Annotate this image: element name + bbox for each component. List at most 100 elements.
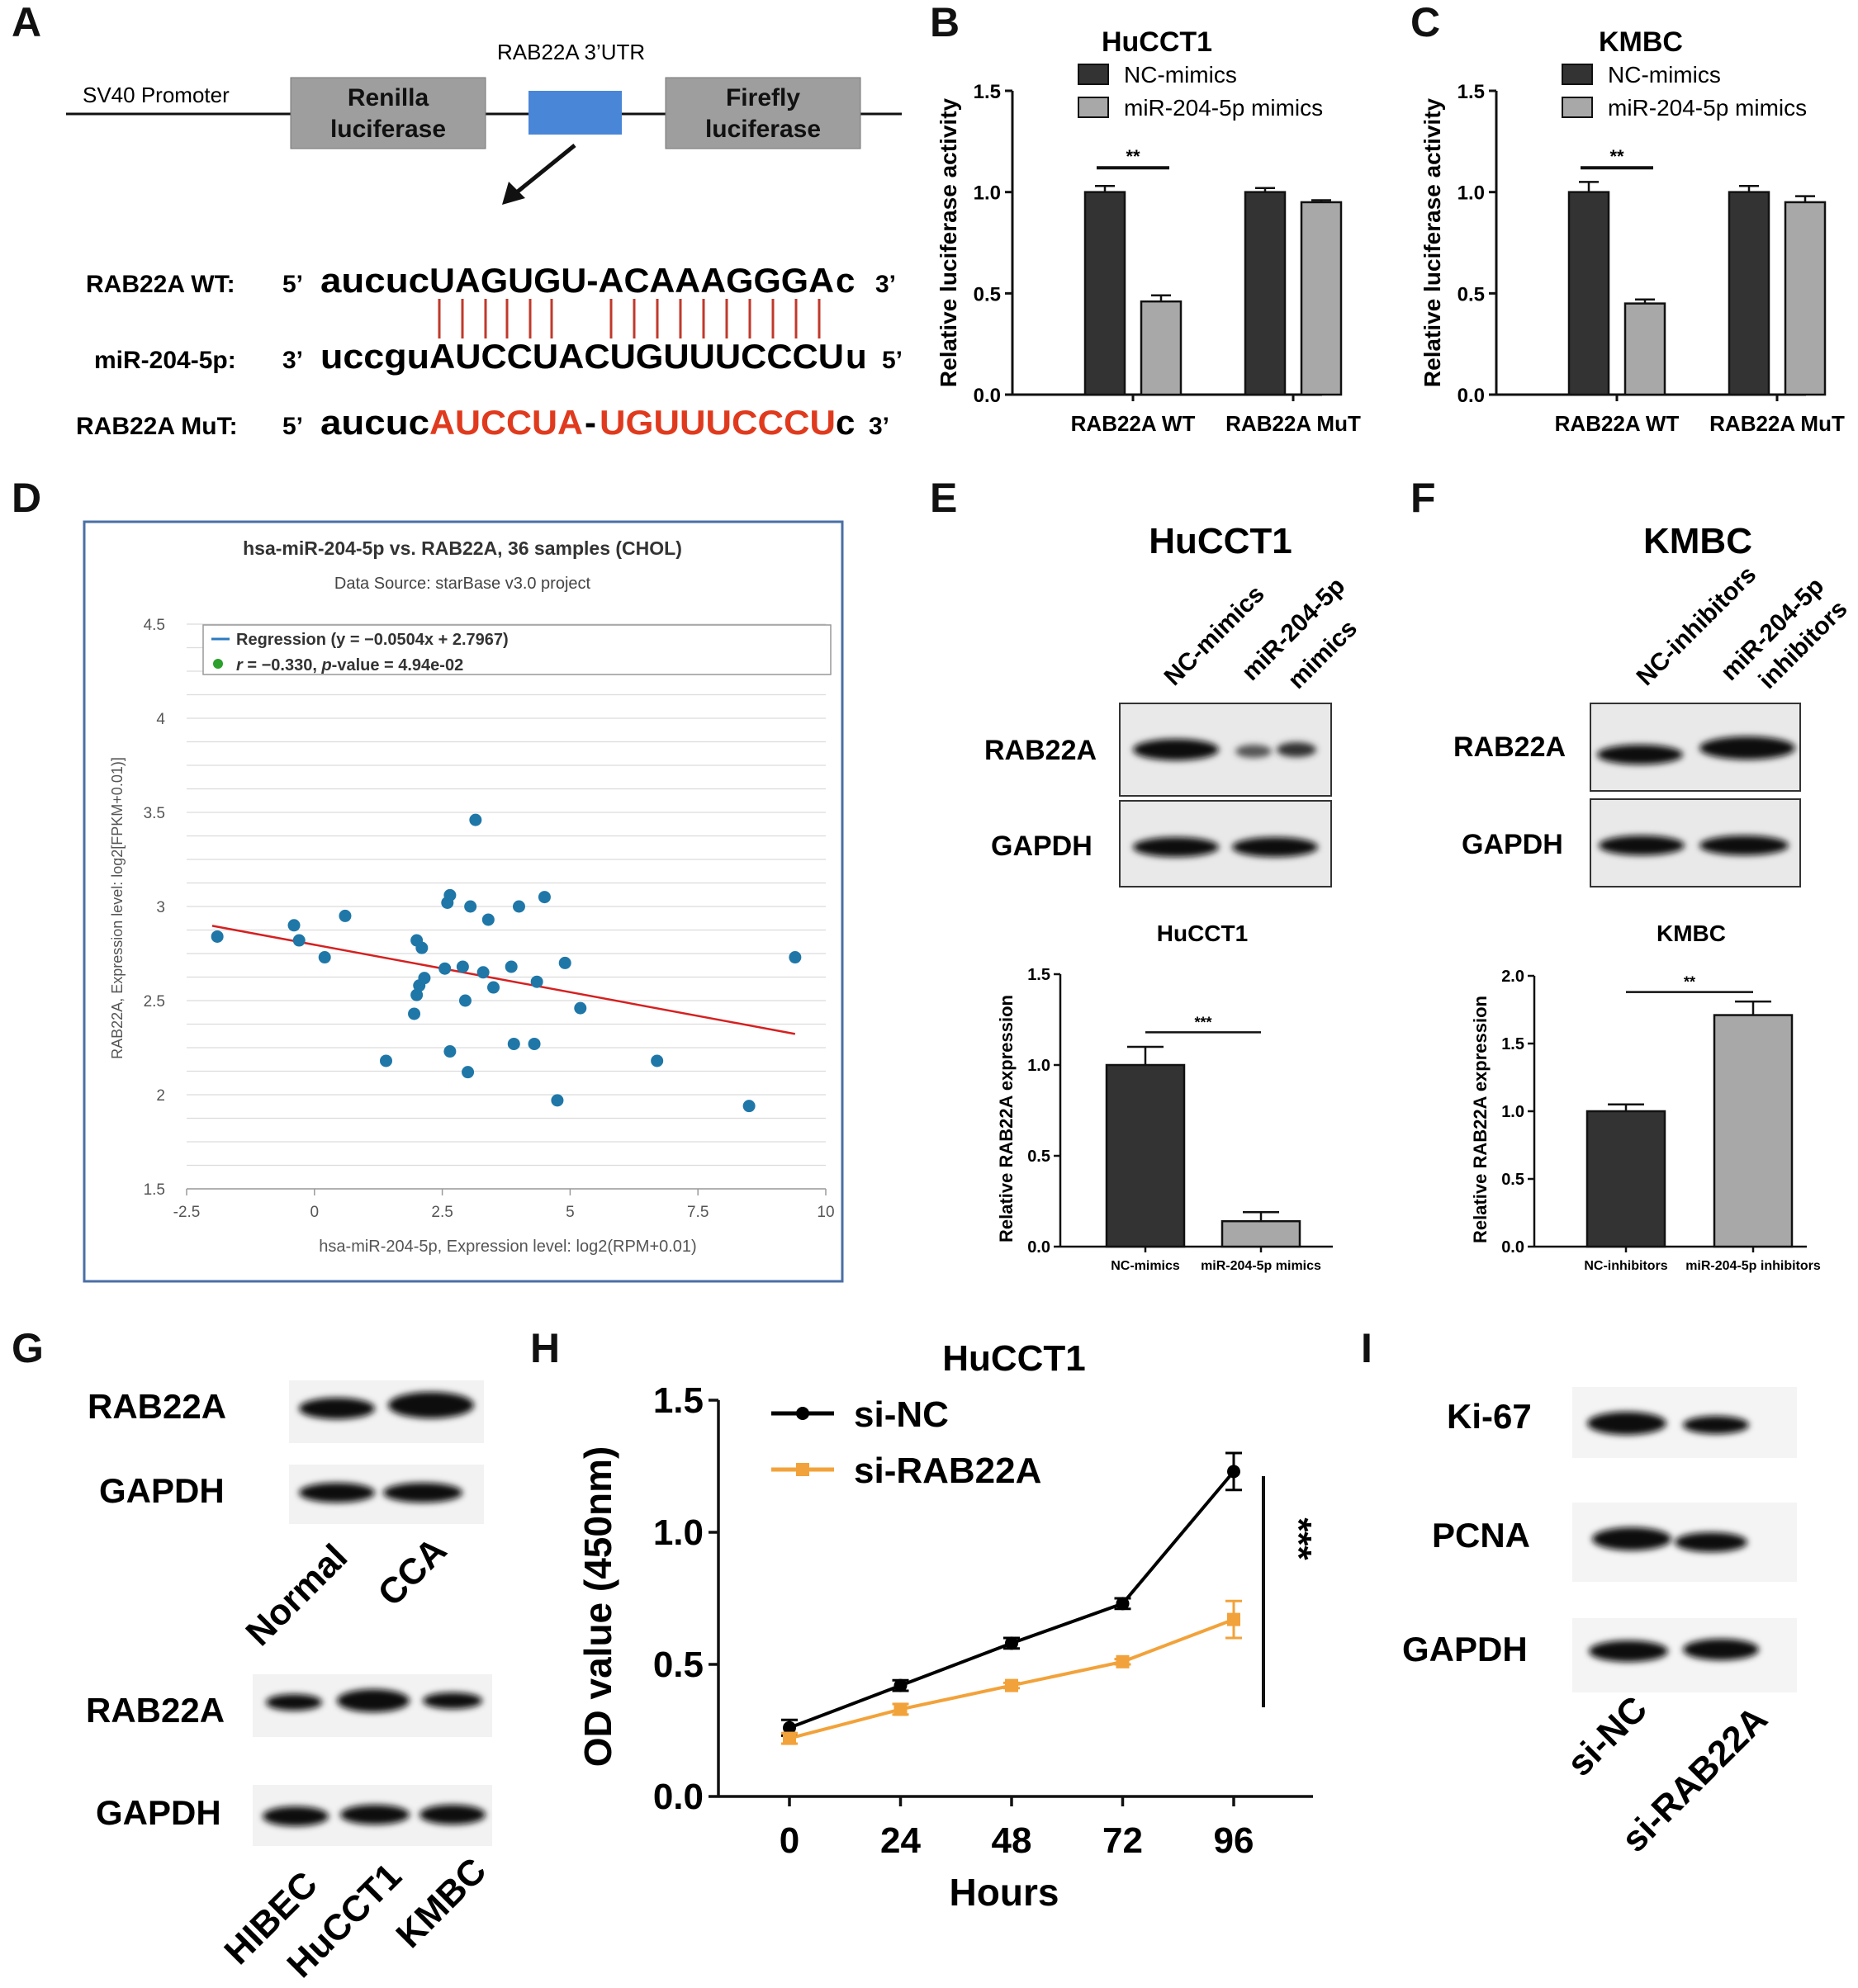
panel-i-blot: Ki-67 PCNA GAPDH si-NC si-RAB22A — [1402, 1387, 1797, 1860]
x-tick-label: RAB22A WT — [1555, 411, 1680, 436]
scatter-point — [410, 988, 424, 1001]
blot-g-row-rab22a-top: RAB22A — [88, 1387, 226, 1426]
scatter-point — [443, 1045, 457, 1058]
x-tick-label: 0 — [780, 1820, 799, 1861]
arrow-head — [502, 182, 525, 205]
panel-a-construct: RAB22A 3’UTR SV40 Promoter Renilla lucif… — [66, 40, 903, 442]
mir-5prime: 5’ — [882, 347, 903, 374]
blot-f-band-gapdh-inh — [1699, 835, 1789, 855]
chart-title: HuCCT1 — [1157, 921, 1248, 946]
blot-g-band-rab22a-hibec — [266, 1694, 322, 1711]
blot-f-row-rab22a: RAB22A — [1453, 731, 1566, 763]
chart-title: HuCCT1 — [942, 1338, 1086, 1379]
y-tick-label: 0.0 — [1501, 1238, 1524, 1257]
luciferase-chart-kmbc: KMBC 0.0 0.5 1.0 1.5 Relative luciferase acti… — [1420, 26, 1845, 436]
blot-g-band-rab22a-kmbc — [423, 1692, 482, 1709]
bar — [1567, 191, 1610, 396]
wt-3prime: 3’ — [875, 271, 896, 298]
legend-marker — [796, 1407, 809, 1420]
scatter-ylabel: RAB22A, Expression level: log2[FPKM+0.01… — [109, 757, 126, 1059]
blot-g-lane-normal: Normal — [238, 1536, 355, 1654]
scatter-legend-box — [202, 624, 832, 675]
mut-seq-end: c — [836, 403, 855, 442]
proliferation-line-chart: HuCCT1 0.0 0.5 1.0 1.5 0 24 48 72 96 Hours OD value… — [576, 1338, 1319, 1914]
panel-letter-g: G — [12, 1325, 44, 1371]
blot-g-row-gapdh-top: GAPDH — [99, 1471, 225, 1510]
scatter-point — [287, 919, 301, 932]
scatter-point — [456, 960, 469, 973]
mut-5prime: 5’ — [282, 413, 303, 440]
mir-3prime: 3’ — [282, 347, 303, 374]
panel-letter-d: D — [12, 475, 41, 521]
x-tick-label: RAB22A WT — [1071, 411, 1196, 436]
blot-i-band-gapdh-nc — [1589, 1640, 1668, 1662]
mir-row-label: miR-204-5p: — [94, 347, 236, 374]
legend-label: si-NC — [854, 1394, 949, 1435]
bar — [1784, 201, 1827, 396]
renilla-label-1: Renilla — [348, 84, 429, 111]
y-tick-label: 1.0 — [974, 182, 1001, 205]
blot-g-band-gapdh-hucct1 — [340, 1805, 410, 1825]
y-axis-label: Relative luciferase activity — [1420, 97, 1445, 387]
scatter-point — [415, 941, 429, 954]
blot-i-row-ki67: Ki-67 — [1447, 1397, 1532, 1436]
blot-i-row-gapdh: GAPDH — [1402, 1630, 1528, 1668]
y-tick-label: 0.5 — [974, 283, 1001, 305]
mut-3prime: 3’ — [869, 413, 889, 440]
scatter-plot-area: 1.5 2 2.5 3 3.5 4 4.5 -2.5 0 2.5 5 7.5 10 — [144, 617, 835, 1221]
blot-g-row-rab22a-bottom: RAB22A — [86, 1691, 225, 1730]
scatter-point — [476, 966, 490, 979]
scatter-point — [574, 1001, 587, 1015]
firefly-box — [665, 77, 861, 149]
x-tick-label: 72 — [1102, 1820, 1143, 1861]
y-tick-label: 0.5 — [653, 1645, 704, 1685]
x-tick-label: 5 — [566, 1204, 575, 1221]
blot-f-band-rab22a-inh — [1699, 736, 1795, 760]
blot-e-band-gapdh-nc — [1133, 837, 1219, 857]
mir-seq-lower: uccgu — [320, 337, 429, 376]
scatter-point — [487, 981, 500, 994]
significance-label: *** — [1278, 1517, 1319, 1560]
panel-d-scatter: hsa-miR-204-5p vs. RAB22A, 36 samples (C… — [83, 520, 844, 1283]
rab22a-expression-chart-hucct1: HuCCT1 0.0 0.5 1.0 1.5 Relative RAB22A expres… — [996, 921, 1333, 1273]
scatter-point — [528, 1037, 541, 1050]
panel-letter-b: B — [930, 0, 960, 45]
data-point — [783, 1731, 796, 1745]
firefly-label-1: Firefly — [726, 84, 800, 111]
y-tick-label: 1.5 — [974, 81, 1001, 103]
scatter-point — [789, 951, 802, 964]
y-tick-label: 0.5 — [1457, 283, 1485, 305]
mut-seq-dash: - — [585, 403, 596, 442]
blot-e-title: HuCCT1 — [1149, 521, 1292, 561]
arrow-shaft — [512, 144, 576, 196]
blot-g-band-gapdh-normal — [299, 1483, 375, 1503]
scatter-point — [505, 960, 518, 973]
x-tick-label: RAB22A MuT — [1225, 411, 1361, 436]
scatter-xlabel: hsa-miR-204-5p, Expression level: log2(R… — [319, 1238, 696, 1256]
y-tick-label: 1.5 — [1501, 1035, 1524, 1053]
chart-title: KMBC — [1657, 921, 1726, 946]
wt-seq-end: c — [836, 261, 855, 300]
base-pair-lines — [438, 299, 821, 338]
bar — [1300, 201, 1343, 396]
legend-label: miR-204-5p mimics — [1608, 95, 1807, 121]
legend-label: si-RAB22A — [854, 1451, 1041, 1491]
bar — [1728, 191, 1770, 396]
blot-g-band-gapdh-hibec — [263, 1806, 329, 1826]
scatter-point — [538, 891, 551, 904]
blot-g-lane-kmbc: KMBC — [388, 1850, 494, 1956]
y-tick-label: 1.5 — [1027, 966, 1050, 984]
scatter-point — [530, 975, 543, 988]
scatter-point — [507, 1037, 520, 1050]
scatter-point — [339, 909, 352, 922]
blot-g-band-rab22a-cca — [388, 1392, 474, 1418]
data-point — [1116, 1597, 1130, 1611]
mir-seq-upper: AUCCUACUGUUUCCCU — [429, 337, 844, 376]
blot-i-band-pcna-nc — [1592, 1527, 1671, 1550]
chart-title: KMBC — [1599, 26, 1683, 58]
blot-g-band-gapdh-cca — [383, 1483, 462, 1503]
legend-label: NC-mimics — [1124, 62, 1237, 88]
scatter-point — [438, 962, 452, 975]
bar — [1244, 191, 1287, 396]
scatter-point — [651, 1054, 664, 1067]
